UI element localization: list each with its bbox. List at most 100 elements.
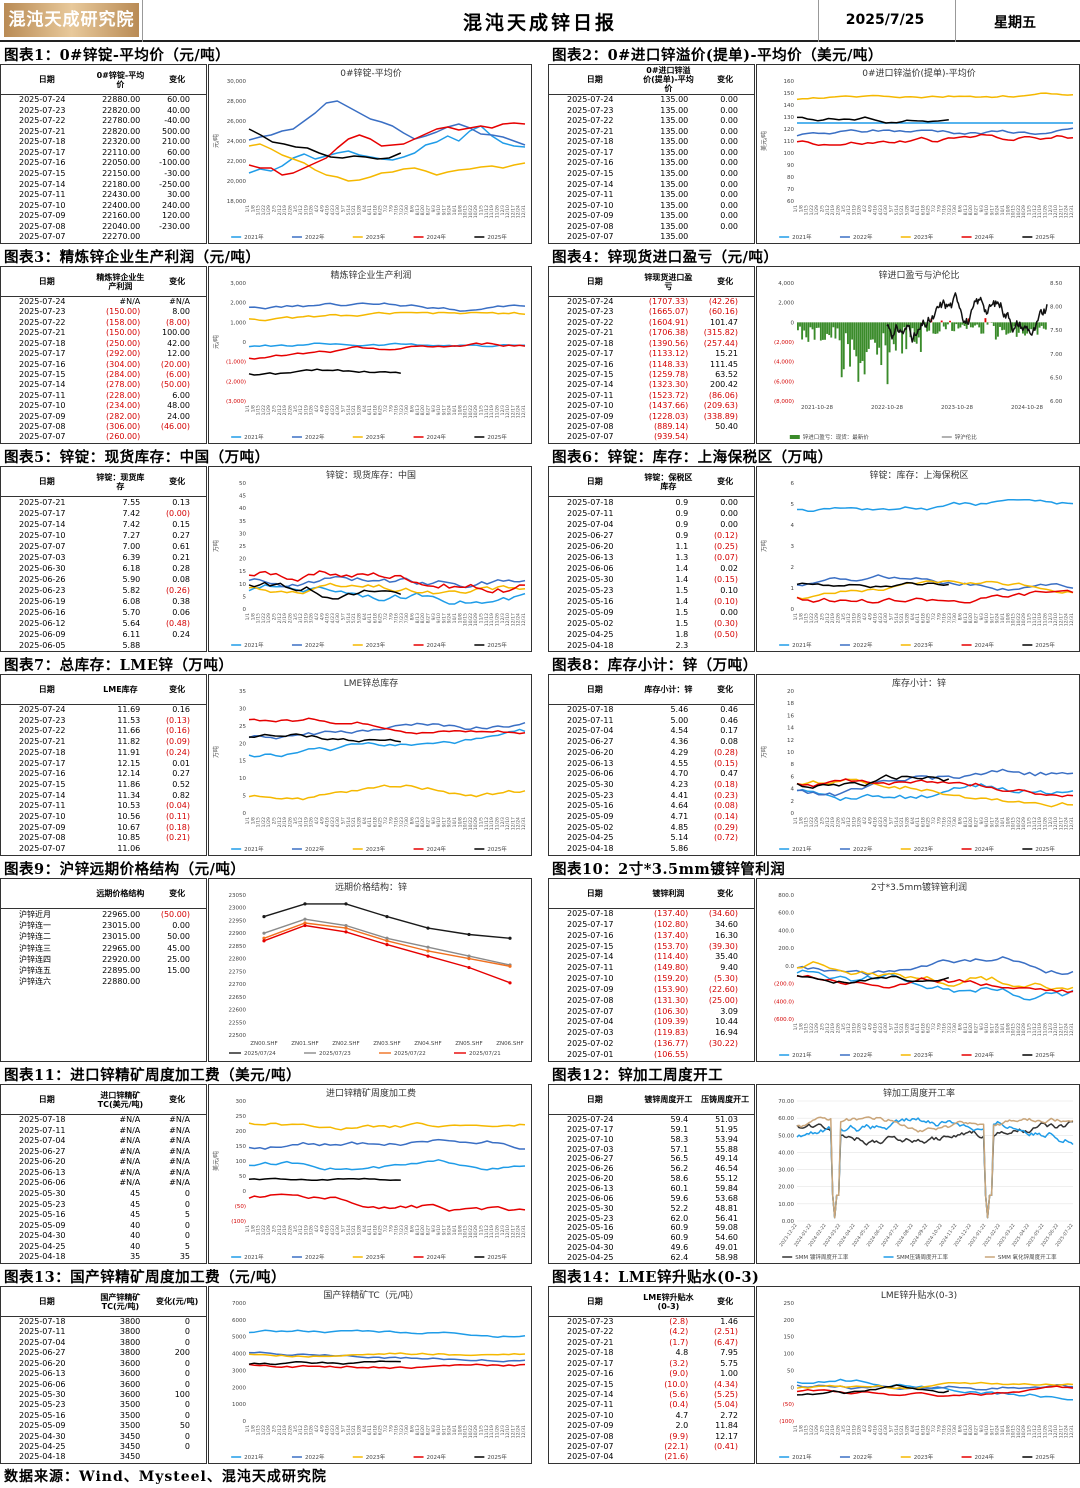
table-cell: 55.12 <box>715 1174 738 1184</box>
table-cell: 11.53 <box>117 715 141 725</box>
x-tick-label: 10/1 <box>452 205 458 215</box>
series-line-2025年 <box>796 774 950 789</box>
table-row: 2025-07-14 (1323.30) 200.42 <box>549 380 754 390</box>
x-tick-label: 5/28 <box>904 1425 910 1435</box>
table-cell: 0 <box>184 1337 190 1347</box>
table-row: 2025-07-18 #N/A #N/A <box>1 1115 206 1126</box>
column-header: 变化(元/吨) <box>156 1297 199 1306</box>
y-tick-label: 22550 <box>229 1020 247 1026</box>
table-row: 2025-05-09 4.71 (0.14) <box>549 812 754 823</box>
x-tick-label: 12/3 <box>500 1425 506 1435</box>
bar <box>905 322 908 350</box>
table-cell: #N/A <box>169 1146 190 1156</box>
x-tick-label: 4/2 <box>862 205 868 212</box>
table-row: 2025-05-23 45 0 <box>1 1200 206 1211</box>
bar <box>872 322 874 340</box>
y-tick-label: (50) <box>235 1204 246 1210</box>
table-row: 2025-07-11 (0.4) (5.04) <box>549 1400 754 1410</box>
chart-panel-p8: 图表8：库存小计：锌（万吨） 日期 库存小计：锌 变化 2025-07-18 5.46 0.… <box>548 654 1080 856</box>
table-cell <box>696 232 754 243</box>
y-tick-label: 35 <box>239 519 246 525</box>
y-tick-label: 160 <box>784 79 795 85</box>
table-cell: 2025-07-14 <box>19 520 66 529</box>
x-tick-label: 1/8 <box>798 817 804 824</box>
data-table: 日期 国产锌精矿TC(元/吨) 变化(元/吨) 2025-07-18 3800 0 2025… <box>0 1286 207 1464</box>
series-line-2021年 <box>248 1159 526 1171</box>
table-cell: (137.40) <box>654 930 689 940</box>
x-tick-label: 5/14 <box>894 205 900 215</box>
legend-label: SMM压铸周度开工率 <box>897 1253 949 1261</box>
table-row: 2025-07-08 (889.14) 50.40 <box>549 422 754 432</box>
column-header: 变化 <box>717 685 734 694</box>
table-cell: 2025-06-30 <box>19 564 66 573</box>
x-tick-label: 4/30 <box>335 205 341 215</box>
table-cell: 11.66 <box>117 726 141 736</box>
table-row: 2025-04-25 1.8 (0.50) <box>549 629 754 640</box>
x-tick-label: 11/12 <box>484 1425 490 1438</box>
y-tick-label: 10 <box>239 582 246 588</box>
chart-panel-p11: 图表11：进口锌精矿周度加工费（美元/吨） 日期 进口锌精矿TC(美元/吨) 变化 20… <box>0 1064 532 1264</box>
x-tick-label: 11/19 <box>1037 1425 1043 1438</box>
table-row: 2025-05-30 3600 100 <box>1 1390 206 1400</box>
table-row: 2025-05-16 3500 0 <box>1 1411 206 1421</box>
legend-label: 2023年 <box>366 1453 386 1461</box>
bar <box>940 320 943 323</box>
chart-area: 库存小计：锌 万吨 20 18 16 14 12 10 8 6 4 2 0 2021年 2022年 2023年… <box>756 674 1080 856</box>
table-cell: 2025-06-23 <box>19 586 66 595</box>
table-row: 2025-06-27 4.36 0.08 <box>549 737 754 748</box>
table-header: 日期 库存小计：锌 变化 <box>549 675 754 705</box>
x-tick-label: 6/4 <box>910 613 916 620</box>
table-row: 2025-06-27 #N/A #N/A <box>1 1147 206 1158</box>
x-tick-label: 4/23 <box>330 613 336 623</box>
table-cell: 沪锌连二 <box>19 932 51 942</box>
x-tick-label: 9/24 <box>447 405 453 415</box>
table-cell: 5.00 <box>670 715 689 725</box>
x-tick-label: 1/8 <box>250 613 256 620</box>
table-cell: 135.00 <box>660 116 689 126</box>
x-tick-label: 8/13 <box>963 1425 969 1435</box>
table-row: 2025-07-11 22430.00 30.00 <box>1 190 206 201</box>
x-tick-label: 8/6 <box>410 405 416 412</box>
data-point <box>262 939 266 943</box>
series-line-SMM压铸周度开工率 <box>796 1117 1074 1219</box>
x-tick-label: 6/25 <box>926 1023 932 1033</box>
x-tick-label: 6/25 <box>378 1225 384 1235</box>
table-cell: -230.00 <box>159 221 190 231</box>
bar <box>840 322 843 378</box>
table-cell: 0.06 <box>172 608 190 617</box>
x-tick-label: 10/22 <box>468 613 474 626</box>
table-row: 2025-07-07 7.00 0.61 <box>1 541 206 552</box>
table-cell: 2025-07-22 <box>19 726 66 736</box>
x-tick-label: ZN05.SHF <box>455 1041 482 1047</box>
y-tick-label: 6000 <box>232 1318 246 1324</box>
x-tick-label: 9/3 <box>431 1425 437 1432</box>
x-tick-label: 5/21 <box>899 1023 905 1033</box>
x-tick-label: 11/26 <box>494 205 500 218</box>
x-tick-label: 9/10 <box>436 405 442 415</box>
x-tick-label: 11/19 <box>1037 205 1043 218</box>
x-tick-label: 3/12 <box>846 613 852 623</box>
series-line-2024年 <box>248 1363 526 1370</box>
x-tick-label: 5/28 <box>356 405 362 415</box>
table-cell: 0.9 <box>675 520 689 529</box>
bar <box>865 322 868 353</box>
table-row: 2025-06-27 56.5 49.14 <box>549 1154 754 1164</box>
x-tick-label: 2/5 <box>272 405 278 412</box>
table-cell: 0.00 <box>720 608 738 617</box>
x-tick-label: 5/7 <box>341 1425 347 1432</box>
table-cell: 5.90 <box>122 575 141 584</box>
x-tick-label: 9/24 <box>995 613 1001 623</box>
column-header: 库存小计：锌 <box>644 685 693 694</box>
table-cell: 500.00 <box>162 126 190 136</box>
column-header: 变化 <box>169 277 186 286</box>
x-tick-label: 10/22 <box>468 817 474 830</box>
x-tick-label: 1/8 <box>250 205 256 212</box>
data-point <box>385 915 389 919</box>
table-cell: (5.04) <box>713 1400 738 1410</box>
table-cell: 22050.00 <box>102 158 141 168</box>
table-cell: 3500 <box>119 1421 141 1431</box>
table-cell: 2025-07-18 <box>567 1348 614 1358</box>
x-tick-label: 10/8 <box>457 1225 463 1235</box>
table-cell: #N/A <box>119 1157 141 1167</box>
x-tick-label: 11/5 <box>479 205 485 215</box>
